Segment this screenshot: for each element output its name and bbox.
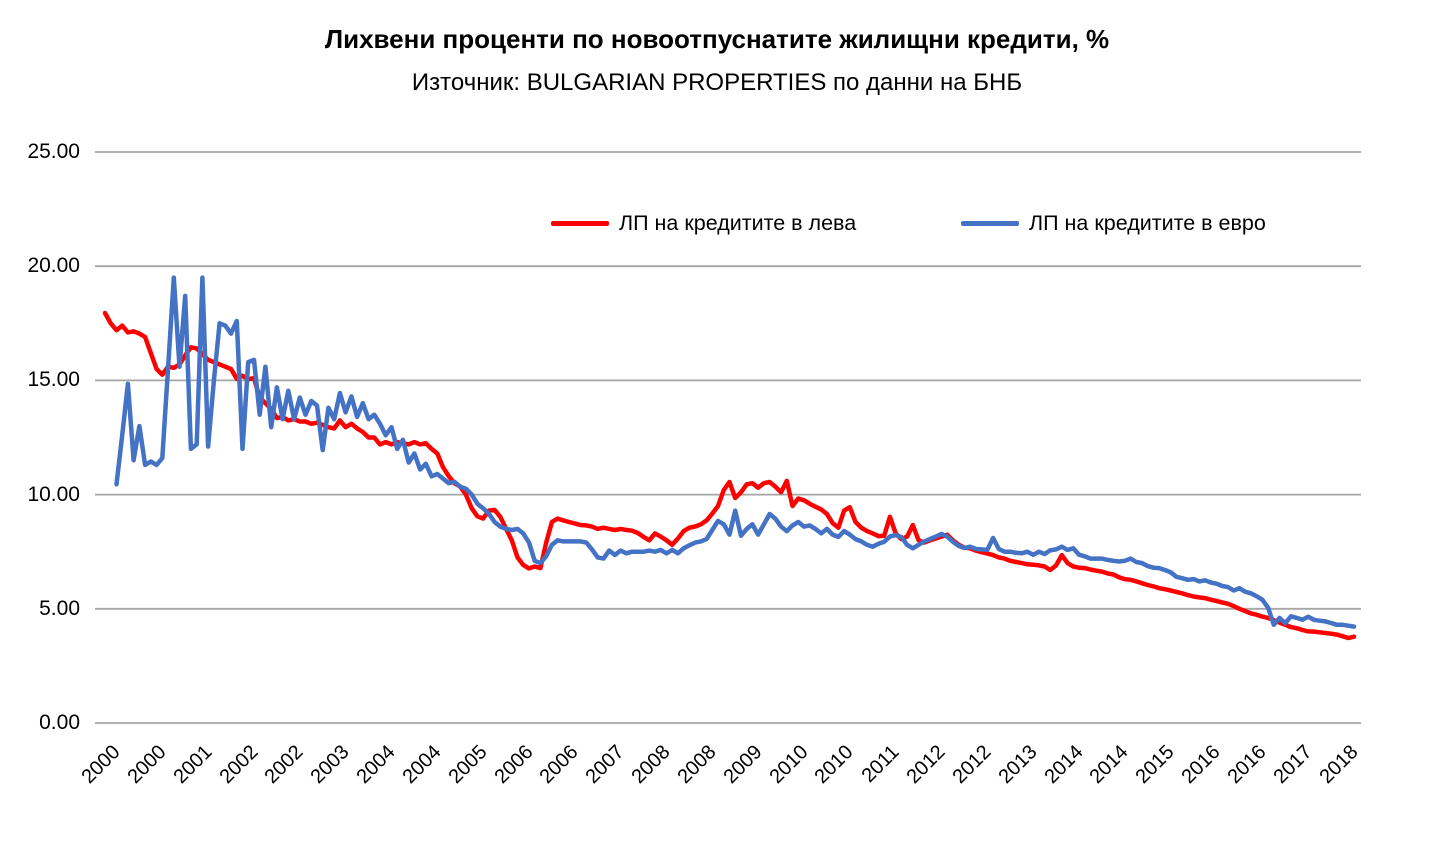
- legend-item-eur: ЛП на кредитите в евро: [961, 210, 1266, 236]
- series-line-bgn: [102, 310, 1357, 641]
- y-tick-label: 20.00: [27, 254, 80, 278]
- legend-item-bgn: ЛП на кредитите в лева: [551, 210, 856, 236]
- y-tick-label: 25.00: [27, 140, 80, 163]
- legend-swatch-bgn-icon: [551, 220, 609, 226]
- series-line-eur: [114, 275, 1357, 629]
- plot-area: [95, 151, 1361, 724]
- legend-swatch-eur-icon: [961, 220, 1019, 226]
- legend-label-bgn: ЛП на кредитите в лева: [619, 210, 857, 235]
- legend-label-eur: ЛП на кредитите в евро: [1029, 210, 1266, 235]
- chart-title: Лихвени проценти по новоотпуснатите жили…: [324, 24, 1110, 54]
- y-tick-label: 0.00: [39, 711, 80, 734]
- y-tick-label: 10.00: [27, 482, 80, 506]
- chart-subtitle: Източник: BULGARIAN PROPERTIES по данни …: [411, 69, 1023, 96]
- y-tick-label: 5.00: [39, 596, 80, 620]
- y-tick-label: 15.00: [27, 368, 80, 392]
